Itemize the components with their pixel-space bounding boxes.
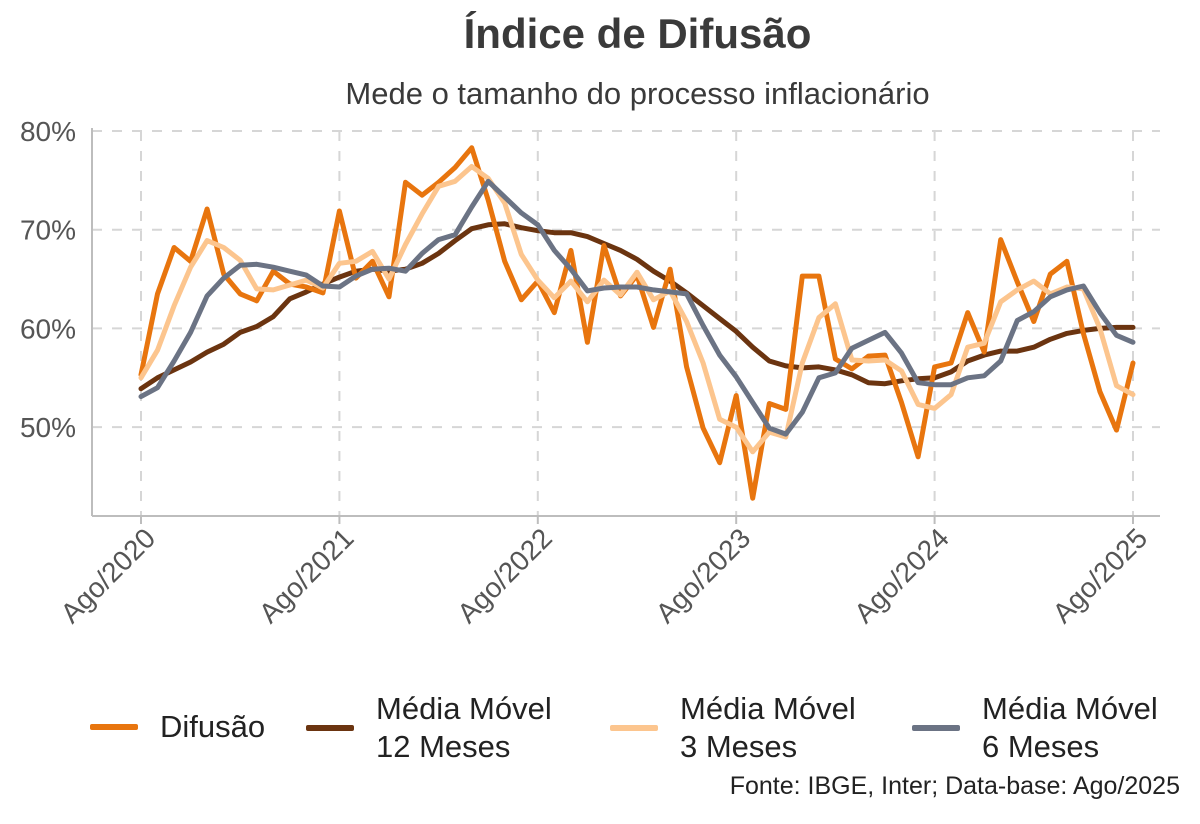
legend-swatch: [912, 725, 960, 731]
y-tick-label: 70%: [20, 215, 76, 246]
legend-label: Difusão: [160, 708, 265, 746]
y-tick-label: 80%: [20, 116, 76, 147]
legend-label-line: 3 Meses: [680, 729, 798, 764]
x-tick-label: Ago/2020: [55, 522, 162, 629]
legend-label-line: 6 Meses: [982, 729, 1100, 764]
series-line-0: [138, 145, 1136, 501]
y-tick-label: 60%: [20, 313, 76, 344]
series-line-3: [138, 178, 1136, 437]
series-line-1: [138, 221, 1136, 392]
x-tick-label: Ago/2024: [848, 522, 955, 629]
series-line-2: [138, 164, 1136, 455]
legend-label: Média Móvel 3 Meses: [680, 690, 856, 766]
chart-title: Índice de Difusão: [463, 10, 812, 57]
source-note: Fonte: IBGE, Inter; Data-base: Ago/2025: [729, 772, 1180, 800]
legend-item: Média Móvel 3 Meses: [610, 690, 856, 766]
legend-label-line: Média Móvel: [376, 691, 552, 726]
series: [138, 145, 1136, 501]
x-tick-label: Ago/2021: [253, 522, 360, 629]
grid: [92, 130, 1160, 524]
legend-label-line: Difusão: [160, 709, 266, 744]
legend-item: Média Móvel 12 Meses: [306, 690, 552, 766]
legend-swatch: [90, 724, 138, 730]
legend-label: Média Móvel 12 Meses: [376, 690, 552, 766]
legend-swatch: [306, 725, 354, 731]
x-tick-label: Ago/2025: [1047, 522, 1154, 629]
legend-item: Média Móvel 6 Meses: [912, 690, 1158, 766]
legend-label-line: 12 Meses: [376, 729, 511, 764]
legend: Difusão Média Móvel 12 Meses Média Móvel 3 M…: [0, 688, 1200, 768]
x-tick-labels: Ago/2020 Ago/2021 Ago/2022 Ago/2023 Ago/2024…: [55, 522, 1154, 629]
y-tick-label: 50%: [20, 412, 76, 443]
legend-label-line: Média Móvel: [680, 691, 856, 726]
legend-label-line: Média Móvel: [982, 691, 1158, 726]
legend-label: Média Móvel 6 Meses: [982, 690, 1158, 766]
chart-subtitle: Mede o tamanho do processo inflacionário: [345, 76, 930, 111]
line-chart: 50%60%70%80% Ago/2020 Ago/2021 Ago/2022 Ago…: [20, 116, 1160, 629]
y-tick-labels: 50% 60% 70% 80%: [20, 116, 76, 443]
axes: [91, 128, 1160, 517]
legend-swatch: [610, 725, 658, 731]
x-tick-label: Ago/2023: [650, 522, 757, 629]
x-tick-label: Ago/2022: [451, 522, 558, 629]
legend-item: Difusão: [90, 708, 265, 746]
